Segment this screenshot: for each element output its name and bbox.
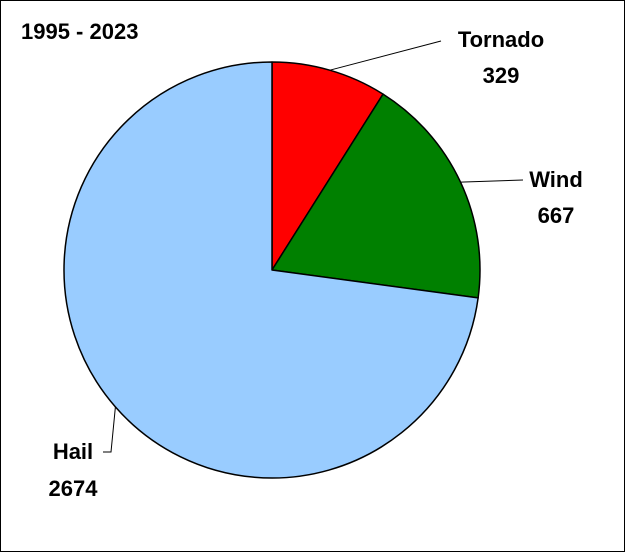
slice-value-wind: 667 bbox=[538, 203, 575, 228]
pie-slice-wind bbox=[271, 93, 481, 299]
pie-slice-hail bbox=[63, 61, 479, 479]
slice-value-hail: 2674 bbox=[49, 476, 99, 501]
slice-label-wind: Wind bbox=[529, 167, 583, 192]
slice-value-tornado: 329 bbox=[483, 63, 520, 88]
pie-slices bbox=[63, 61, 481, 479]
leader-line-tornado bbox=[329, 40, 442, 71]
leader-lines bbox=[103, 40, 524, 453]
leader-line-wind bbox=[460, 179, 524, 183]
chart-title: 1995 - 2023 bbox=[21, 19, 138, 44]
leader-line-hail bbox=[103, 406, 116, 453]
data-labels: Tornado 329 Wind 667 Hail 2674 bbox=[49, 27, 583, 501]
slice-label-hail: Hail bbox=[53, 439, 93, 464]
slice-label-tornado: Tornado bbox=[458, 27, 544, 52]
